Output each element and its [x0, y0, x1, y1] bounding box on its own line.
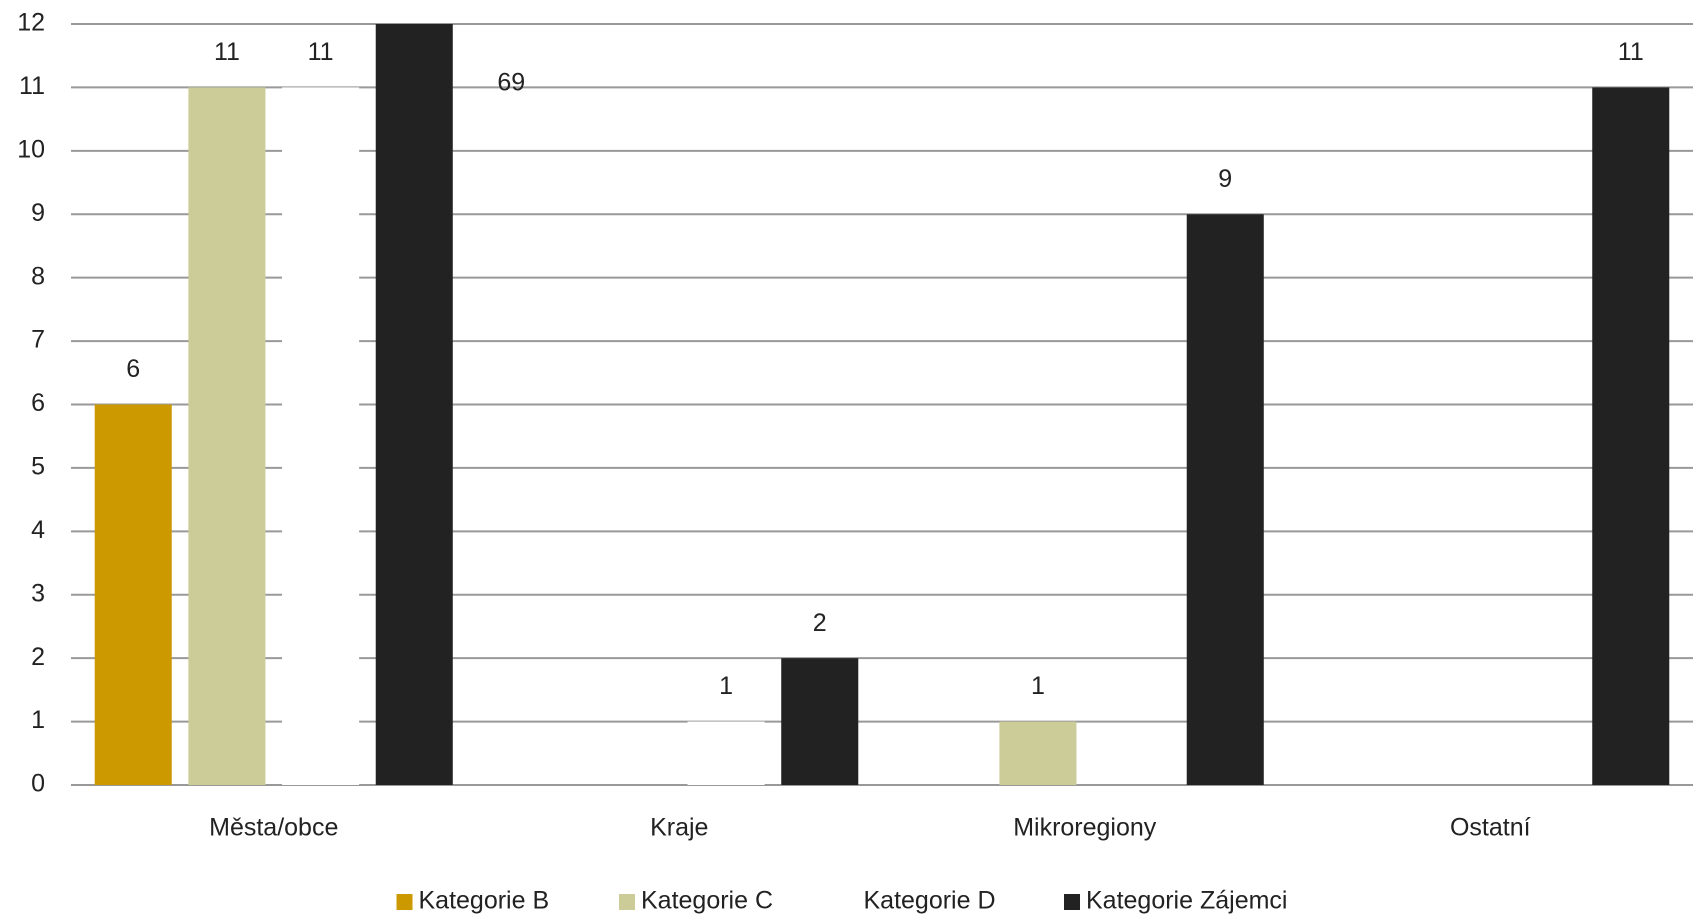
bar: [687, 721, 765, 785]
legend-swatch: [1064, 894, 1080, 910]
bar: [188, 87, 266, 785]
y-tick-label: 10: [17, 135, 45, 163]
legend-swatch: [396, 894, 413, 910]
y-tick-label: 8: [31, 262, 45, 290]
y-tick-label: 7: [31, 326, 45, 354]
data-label: 1: [1031, 672, 1045, 700]
y-tick-label: 1: [31, 706, 45, 734]
y-tick-label: 3: [31, 579, 45, 607]
bar: [94, 404, 172, 785]
data-label: 1: [719, 672, 733, 700]
bar: [375, 24, 453, 785]
legend-swatch: [841, 894, 858, 910]
x-tick-label: Mikroregiony: [1013, 814, 1157, 842]
legend-label: Kategorie C: [641, 887, 773, 915]
legend-label: Kategorie Zájemci: [1086, 887, 1287, 915]
y-tick-label: 5: [31, 453, 45, 481]
data-label: 11: [1618, 38, 1644, 66]
bar: [282, 87, 360, 785]
plot-area: [94, 24, 1670, 785]
bar: [781, 658, 859, 785]
y-tick-label: 12: [17, 9, 45, 37]
data-label: 11: [214, 38, 240, 66]
data-label: 9: [1218, 165, 1232, 193]
data-label: 11: [308, 38, 334, 66]
legend-swatch: [619, 894, 635, 910]
legend-label: Kategorie D: [864, 887, 996, 915]
x-tick-label: Kraje: [650, 814, 708, 842]
bar: [999, 721, 1077, 785]
bar: [1592, 87, 1670, 785]
y-tick-label: 2: [31, 643, 45, 671]
data-label: 2: [813, 609, 827, 637]
y-tick-label: 4: [31, 516, 45, 544]
y-tick-label: 0: [31, 770, 45, 798]
data-label: 69: [497, 69, 525, 97]
data-label: 6: [126, 355, 140, 383]
y-tick-label: 6: [31, 389, 45, 417]
x-tick-label: Ostatní: [1450, 814, 1531, 842]
y-tick-label: 11: [19, 72, 45, 100]
bar: [1186, 214, 1264, 785]
y-tick-label: 9: [31, 199, 45, 227]
x-tick-label: Města/obce: [209, 814, 338, 842]
legend-label: Kategorie B: [419, 887, 550, 915]
